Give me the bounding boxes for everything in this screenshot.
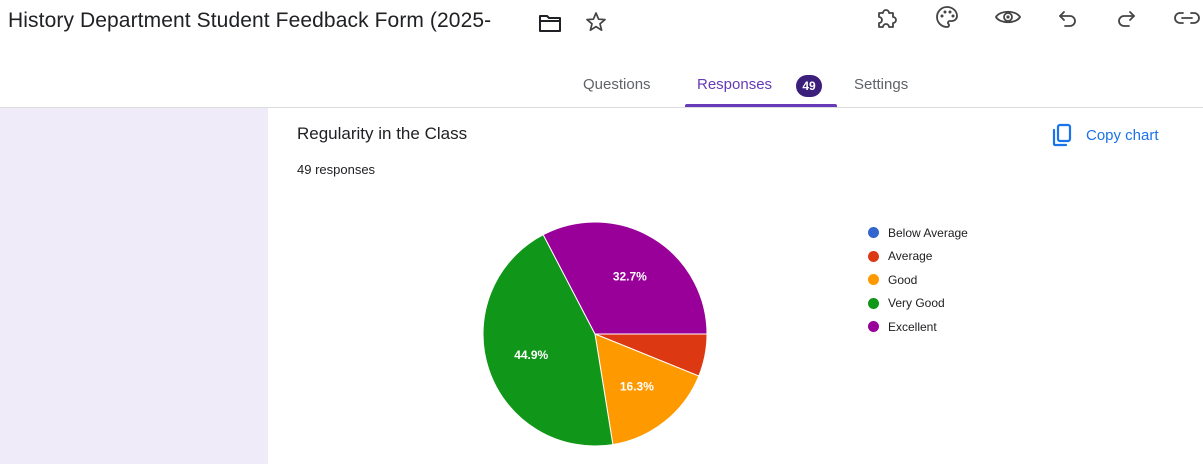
tabs-divider	[0, 107, 1203, 108]
responses-count-badge: 49	[796, 75, 822, 97]
legend-label: Excellent	[888, 319, 937, 334]
response-count: 49 responses	[297, 162, 376, 177]
palette-icon[interactable]	[934, 4, 960, 30]
question-title: Regularity in the Class	[297, 124, 468, 143]
tab-settings[interactable]: Settings	[854, 76, 909, 93]
legend-swatch	[868, 227, 879, 239]
response-summary-card	[268, 108, 1203, 464]
preview-eye-icon[interactable]	[994, 6, 1022, 28]
legend-swatch	[868, 321, 879, 333]
tab-responses[interactable]: Responses	[697, 76, 773, 93]
link-icon[interactable]	[1172, 6, 1203, 30]
top-bar: History Department Student Feedback Form…	[0, 0, 1203, 48]
addon-icon[interactable]	[874, 5, 900, 31]
legend-item-very-good: Very Good	[868, 292, 968, 316]
form-title[interactable]: History Department Student Feedback Form…	[8, 9, 492, 32]
legend-swatch	[868, 274, 879, 286]
folder-icon[interactable]	[538, 12, 562, 34]
form-tabs: Questions Responses Settings	[0, 64, 1203, 108]
legend-swatch	[868, 250, 879, 262]
pie-chart: 16.3% 44.9% 32.7%	[470, 210, 720, 460]
pie-chart-svg: 16.3% 44.9% 32.7%	[482, 221, 708, 447]
active-tab-indicator	[685, 104, 837, 107]
pie-slice-excellent[interactable]	[542, 221, 708, 335]
pie-slice-very-good[interactable]	[482, 234, 614, 447]
legend-item-average: Average	[868, 245, 968, 269]
legend-label: Very Good	[888, 296, 945, 311]
pie-label-good: 16.3%	[620, 380, 654, 394]
undo-icon[interactable]	[1056, 6, 1080, 30]
legend-item-good: Good	[868, 268, 968, 292]
copy-chart-label: Copy chart	[1086, 126, 1159, 144]
legend-label: Good	[888, 272, 918, 287]
legend-label: Below Average	[888, 225, 968, 240]
legend-swatch	[868, 297, 879, 309]
pie-label-excellent: 32.7%	[613, 270, 647, 284]
left-background-panel	[0, 108, 268, 464]
copy-chart-button[interactable]: Copy chart	[1050, 120, 1159, 150]
chart-legend: Below Average Average Good Very Good Excelle…	[868, 221, 968, 339]
redo-icon[interactable]	[1114, 6, 1138, 30]
legend-label: Average	[888, 249, 933, 264]
legend-item-excellent: Excellent	[868, 315, 968, 339]
pie-slice-good[interactable]	[594, 333, 700, 446]
copy-icon	[1050, 122, 1074, 148]
legend-item-below-average: Below Average	[868, 221, 968, 245]
tab-questions[interactable]: Questions	[583, 76, 651, 93]
star-icon[interactable]	[584, 10, 608, 34]
pie-label-very-good: 44.9%	[514, 348, 548, 362]
